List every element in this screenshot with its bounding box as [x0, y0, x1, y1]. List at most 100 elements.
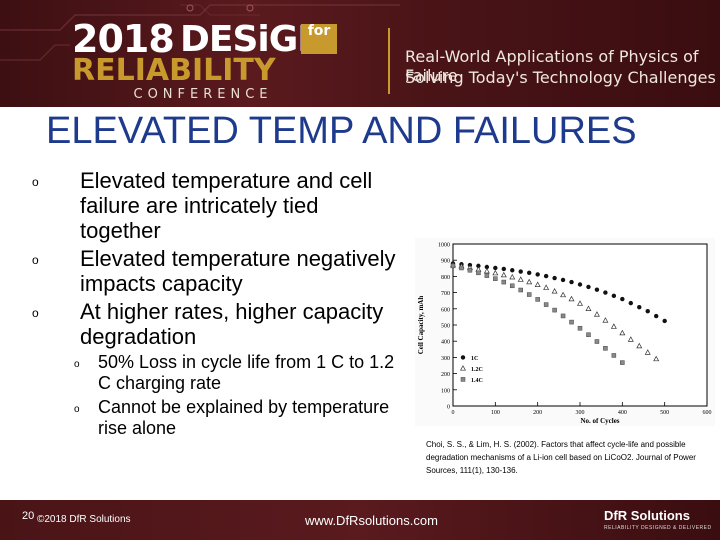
y-tick-label: 400: [441, 340, 450, 346]
series-point: [527, 270, 532, 276]
series-point: [560, 277, 566, 283]
series-point: [552, 275, 557, 281]
series-point: [602, 317, 609, 323]
y-tick-label: 300: [441, 356, 450, 362]
capacity-cycle-chart: 0 100 200 300 400 500 600 700 800 900 1000 0 100 200 3…: [415, 238, 715, 426]
series-point: [543, 302, 549, 307]
series-point: [577, 282, 583, 287]
series-point: [534, 281, 541, 287]
series-point: [627, 336, 634, 342]
series-point: [500, 271, 507, 278]
sub-bullet-text: 50% Loss in cycle life from 1 C to 1.2 C…: [98, 352, 395, 393]
tagline-primary: Real-World Applications of Physics of Fa…: [405, 47, 699, 85]
series-point: [620, 360, 625, 365]
legend-marker: [460, 355, 466, 360]
series-point: [569, 319, 574, 325]
series-point: [586, 284, 591, 290]
series-point: [543, 284, 550, 290]
series-point: [577, 325, 583, 331]
x-tick-label: 0: [452, 410, 455, 416]
series-point: [459, 265, 464, 271]
bullet-marker: o: [32, 306, 39, 320]
series-point: [619, 329, 626, 336]
x-tick-label: 600: [703, 410, 712, 416]
series-point: [510, 268, 515, 273]
bullet-item: o Elevated temperature and cell failure …: [32, 168, 402, 243]
series-point: [569, 279, 574, 285]
series-point: [518, 287, 523, 293]
y-tick-label: 600: [441, 307, 450, 313]
legend-marker: [460, 365, 466, 371]
logo-reliability: RELIABILITY: [72, 53, 276, 88]
series-point: [662, 318, 667, 324]
sub-bullet-item: o Cannot be explained by temperature ris…: [32, 397, 402, 439]
x-axis-label: No. of Cycles: [580, 417, 619, 425]
series-point: [535, 297, 540, 302]
legend-label: 1C: [471, 356, 478, 362]
series-point: [611, 353, 617, 358]
y-tick-label: 700: [441, 291, 450, 297]
slide-title: ELEVATED TEMP AND FAILURES: [46, 110, 637, 152]
copyright-text: ©2018 DfR Solutions: [37, 514, 131, 525]
logo-for-badge: for: [301, 24, 337, 54]
series-point: [568, 295, 575, 302]
slide-footer: 20 ©2018 DfR Solutions www.DfRsolutions.…: [0, 500, 720, 540]
series-point: [653, 355, 660, 362]
bullet-text: At higher rates, higher capacity degrada…: [80, 299, 384, 349]
series-point: [517, 276, 524, 282]
bullet-item: o Elevated temperature negatively impact…: [32, 246, 402, 296]
series-point: [526, 278, 533, 285]
series-point: [492, 269, 499, 276]
logo-conference: CONFERENCE: [133, 87, 273, 102]
y-axis-label: Cell Capacity, mAh: [417, 296, 425, 355]
tagline-secondary: Solving Today's Technology Challenges: [405, 68, 716, 87]
x-tick-label: 500: [660, 410, 669, 416]
series-point: [510, 283, 515, 289]
series-point: [645, 309, 650, 314]
legend-label: 1.2C: [471, 367, 483, 373]
series-point: [476, 263, 481, 269]
series-point: [484, 273, 490, 278]
series-point: [620, 296, 625, 302]
series-point: [603, 290, 608, 295]
series-point: [535, 272, 540, 277]
sub-bullet-marker: o: [74, 404, 80, 415]
y-tick-label: 500: [441, 324, 450, 330]
series-point: [628, 300, 633, 306]
y-tick-label: 100: [441, 388, 450, 394]
conference-banner: 2018 DESiGN for RELIABILITY CONFERENCE R…: [0, 0, 720, 107]
y-tick-label: 900: [441, 259, 450, 265]
circuit-lines-decoration: [0, 4, 400, 61]
series-point: [509, 273, 516, 280]
x-tick-label: 200: [533, 410, 542, 416]
chart-svg: 0 100 200 300 400 500 600 700 800 900 1000 0 100 200 3…: [417, 243, 712, 426]
series-point: [611, 293, 617, 299]
series-point: [560, 313, 566, 319]
sub-bullet-text: Cannot be explained by temperature rise …: [98, 397, 390, 438]
chart-citation: Choi, S. S., & Lim, H. S. (2002). Factor…: [426, 440, 696, 475]
series-point: [518, 269, 523, 274]
series-point: [577, 300, 583, 306]
series-point: [654, 313, 659, 319]
series-point: [501, 279, 507, 285]
series-point: [586, 332, 591, 337]
bullet-text: Elevated temperature negatively impacts …: [80, 246, 396, 296]
bullet-list: o Elevated temperature and cell failure …: [32, 168, 402, 439]
banner-divider: [388, 28, 390, 94]
footer-brand-logo: DfR Solutions: [604, 508, 690, 523]
series-point: [603, 346, 608, 351]
series-point: [585, 305, 592, 311]
series-point: [501, 266, 506, 272]
series-point: [483, 267, 490, 274]
x-tick-label: 400: [618, 410, 627, 416]
series-point: [450, 263, 456, 269]
x-tick-label: 300: [576, 410, 585, 416]
series-point: [526, 292, 532, 297]
y-tick-label: 1000: [438, 243, 450, 249]
page-number: 20: [22, 510, 35, 522]
y-tick-label: 200: [441, 372, 450, 378]
series-point: [610, 323, 617, 329]
bullet-marker: o: [32, 253, 39, 267]
series-point: [551, 287, 558, 294]
sub-bullet-marker: o: [74, 359, 80, 370]
